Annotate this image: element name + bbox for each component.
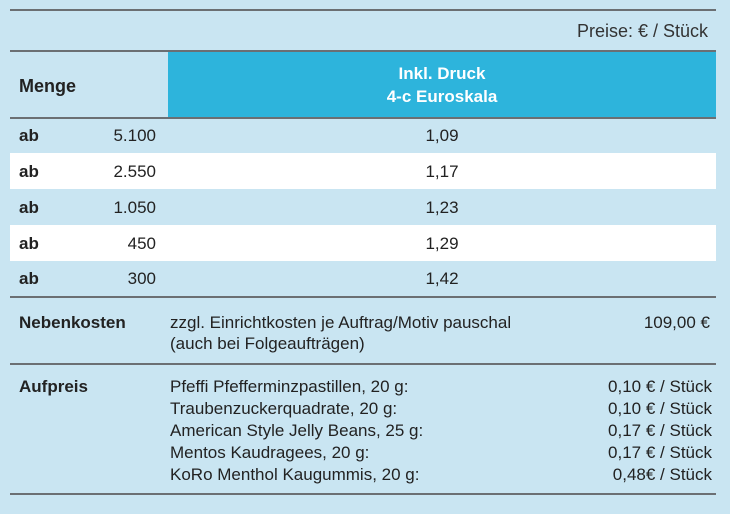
row-price: 1,23 — [425, 198, 459, 217]
header-rule — [10, 50, 716, 52]
rows-bottom-rule — [10, 296, 716, 298]
aufpreis-item-name: Mentos Kaudragees, 20 g: — [170, 443, 370, 462]
aufpreis-item-price: 0,17 € / Stück — [608, 443, 712, 462]
druck-header: Inkl. Druck 4-c Euroskala — [168, 52, 716, 117]
table-row: ab 450 1,29 — [10, 225, 716, 261]
row-prefix: ab — [19, 269, 39, 288]
table-row: ab 300 1,42 — [10, 261, 716, 295]
row-prefix: ab — [19, 198, 39, 217]
aufpreis-item-price: 0,10 € / Stück — [608, 377, 712, 396]
row-price: 1,42 — [425, 269, 459, 288]
aufpreis-section: Aufpreis Pfeffi Pfefferminzpastillen, 20… — [10, 365, 716, 487]
header-bottom-rule — [10, 117, 716, 119]
row-quantity: 300 — [127, 269, 156, 288]
aufpreis-item-name: Pfeffi Pfefferminzpastillen, 20 g: — [170, 377, 409, 396]
row-price: 1,29 — [425, 234, 459, 253]
table-row: ab 1.050 1,23 — [10, 189, 716, 225]
aufpreis-item-name: Traubenzuckerquadrate, 20 g: — [170, 399, 398, 418]
row-quantity: 5.100 — [113, 126, 156, 145]
row-prefix: ab — [19, 126, 39, 145]
price-unit-note: Preise: € / Stück — [576, 21, 708, 41]
aufpreis-item-price: 0,10 € / Stück — [608, 399, 712, 418]
aufpreis-item-name: American Style Jelly Beans, 25 g: — [170, 421, 424, 440]
row-quantity: 1.050 — [113, 198, 156, 217]
table-row: ab 5.100 1,09 — [10, 119, 716, 153]
menge-header: Menge — [19, 76, 77, 96]
nebenkosten-text-line2: (auch bei Folgeaufträgen) — [170, 334, 365, 353]
druck-header-line2: 4-c Euroskala — [386, 87, 498, 106]
nebenkosten-section: Nebenkosten zzgl. Einrichtkosten je Auft… — [10, 298, 716, 362]
top-rule — [10, 9, 716, 11]
druck-header-line1: Inkl. Druck — [398, 64, 486, 83]
bottom-rule — [10, 493, 716, 495]
nebenkosten-price: 109,00 € — [643, 313, 710, 332]
table-header: Menge Inkl. Druck 4-c Euroskala — [10, 52, 716, 117]
aufpreis-item-name: KoRo Menthol Kaugummis, 20 g: — [170, 465, 420, 484]
row-prefix: ab — [19, 234, 39, 253]
row-price: 1,17 — [425, 162, 459, 181]
nebenkosten-label: Nebenkosten — [19, 313, 126, 332]
nebenkosten-bottom-rule — [10, 363, 716, 365]
aufpreis-label: Aufpreis — [19, 377, 88, 396]
aufpreis-item-price: 0,48€ / Stück — [612, 465, 712, 484]
row-price: 1,09 — [425, 126, 459, 145]
row-quantity: 2.550 — [113, 162, 156, 181]
row-quantity: 450 — [127, 234, 156, 253]
table-row: ab 2.550 1,17 — [10, 153, 716, 189]
aufpreis-item-price: 0,17 € / Stück — [608, 421, 712, 440]
row-prefix: ab — [19, 162, 39, 181]
nebenkosten-text-line1: zzgl. Einrichtkosten je Auftrag/Motiv pa… — [170, 313, 512, 332]
